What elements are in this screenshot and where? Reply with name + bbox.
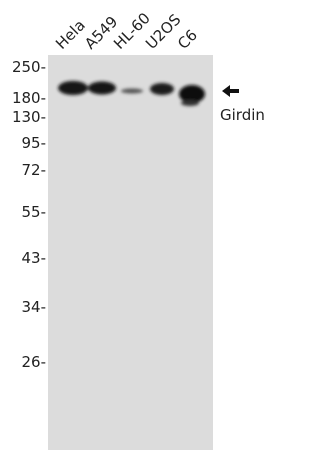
marker-labels: 250- 180-130- 95- 72- 55- 43- 34- 26-	[12, 58, 46, 371]
membrane	[48, 55, 213, 450]
marker-label: 72-	[22, 161, 47, 179]
marker-label: 180-	[12, 89, 46, 107]
marker-label: 130-	[12, 108, 46, 126]
lane-label: A549	[81, 13, 121, 53]
arrow	[222, 85, 239, 97]
band	[181, 100, 199, 106]
marker-label: 250-	[12, 58, 46, 76]
band	[88, 82, 116, 95]
marker-label: 95-	[22, 134, 47, 152]
marker-label: 43-	[22, 249, 47, 267]
lane-label: Hela	[52, 16, 89, 53]
band	[150, 83, 174, 95]
band-label: Girdin	[220, 106, 265, 124]
marker-label: 34-	[22, 298, 47, 316]
page: HelaA549HL-60U2OSC6 250- 180-130- 95- 72- 55…	[0, 0, 320, 454]
marker-label: 26-	[22, 353, 47, 371]
band	[58, 81, 88, 95]
lane-label: C6	[174, 26, 201, 53]
marker-label: 55-	[22, 203, 47, 221]
band	[121, 89, 143, 94]
